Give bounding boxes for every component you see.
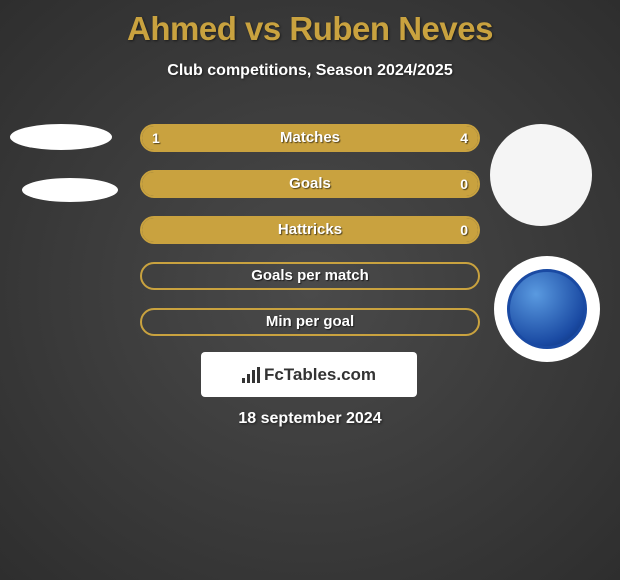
stat-label: Goals per match bbox=[142, 264, 478, 288]
source-logo: FcTables.com bbox=[242, 365, 376, 385]
stat-row: Hattricks0 bbox=[140, 216, 480, 244]
source-logo-text: FcTables.com bbox=[264, 365, 376, 385]
stat-value-left: 1 bbox=[152, 126, 160, 150]
comparison-title: Ahmed vs Ruben Neves bbox=[0, 0, 620, 48]
stat-row: Min per goal bbox=[140, 308, 480, 336]
source-logo-box: FcTables.com bbox=[201, 352, 417, 397]
stat-row: Goals per match bbox=[140, 262, 480, 290]
stat-value-right: 0 bbox=[460, 218, 468, 242]
stat-label: Min per goal bbox=[142, 310, 478, 334]
club-right-badge-container bbox=[494, 256, 600, 362]
club-left-badge-placeholder bbox=[22, 178, 118, 202]
stat-row: Matches1 4 bbox=[140, 124, 480, 152]
stat-value-right: 0 bbox=[460, 172, 468, 196]
stat-value-right: 4 bbox=[460, 126, 468, 150]
stat-label: Matches bbox=[142, 126, 478, 150]
player-left-avatar-placeholder bbox=[10, 124, 112, 150]
player-right-avatar bbox=[490, 124, 592, 226]
snapshot-date: 18 september 2024 bbox=[0, 410, 620, 428]
bars-icon bbox=[242, 367, 260, 383]
stats-container: Matches14Goals0Hattricks0Goals per match… bbox=[140, 124, 480, 354]
club-right-badge bbox=[507, 269, 587, 349]
stat-label: Hattricks bbox=[142, 218, 478, 242]
stat-row: Goals0 bbox=[140, 170, 480, 198]
stat-label: Goals bbox=[142, 172, 478, 196]
comparison-subtitle: Club competitions, Season 2024/2025 bbox=[0, 62, 620, 80]
